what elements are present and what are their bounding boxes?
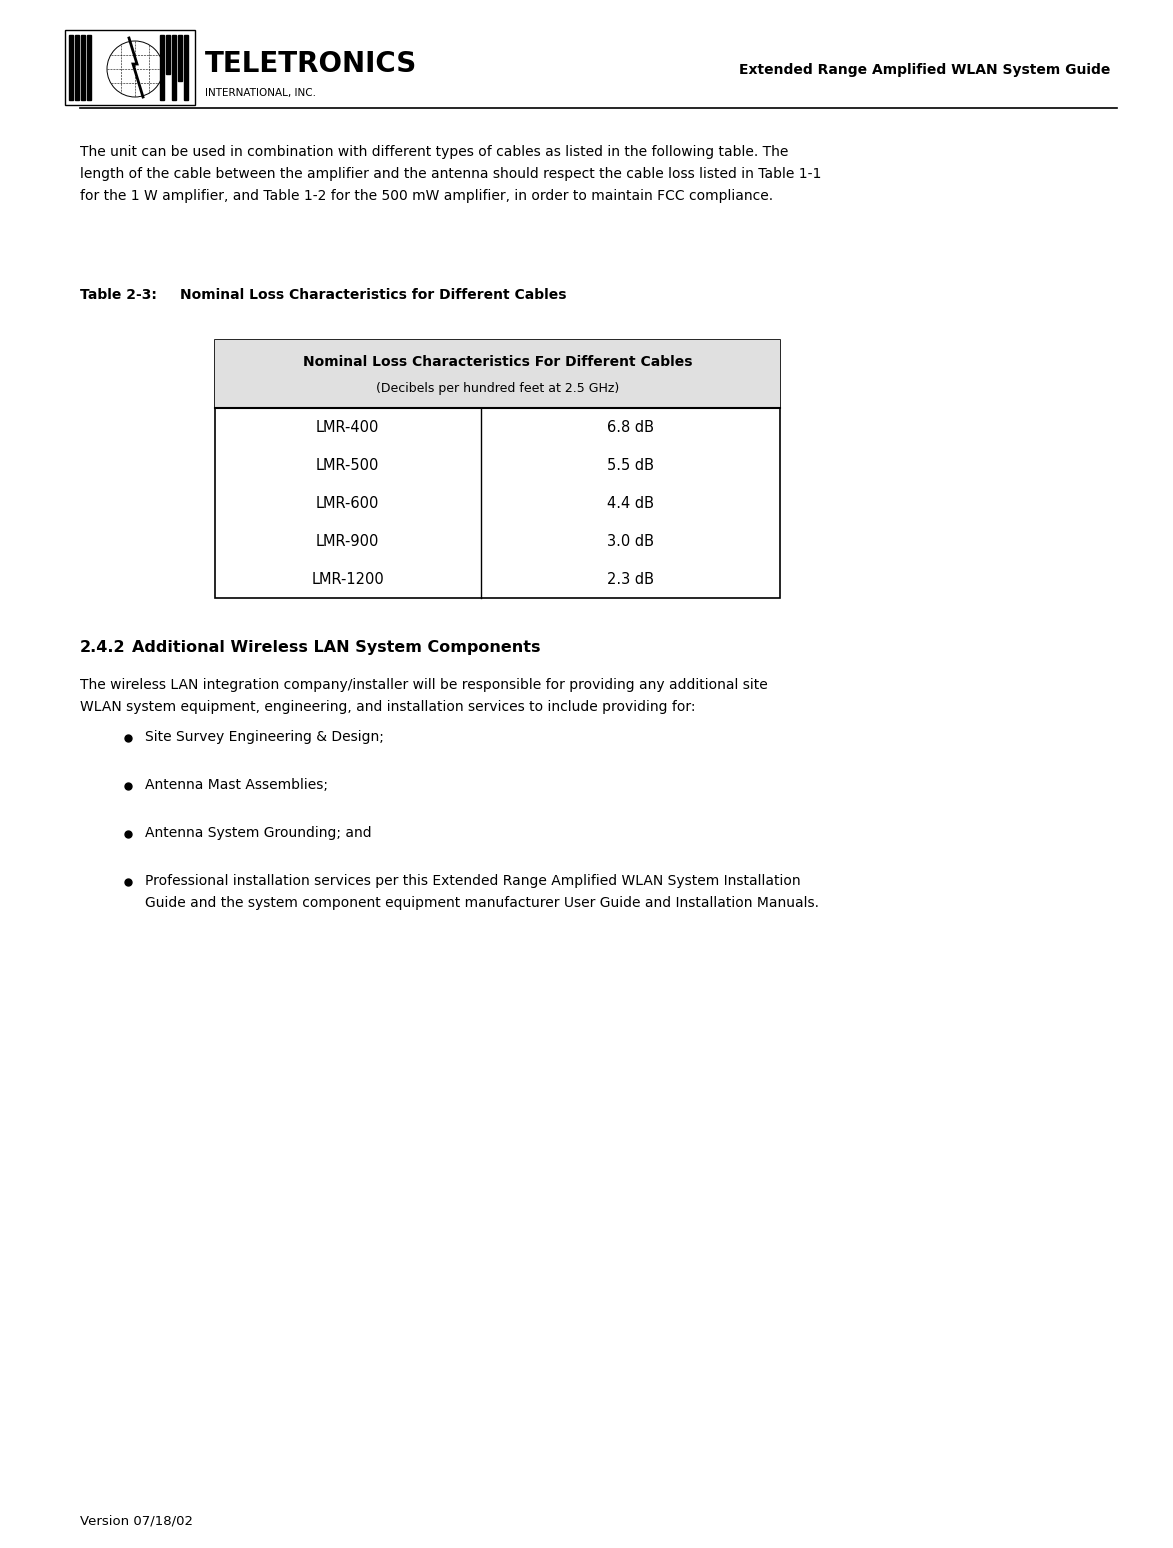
Text: 4.4 dB: 4.4 dB xyxy=(606,495,653,511)
Text: Nominal Loss Characteristics For Different Cables: Nominal Loss Characteristics For Differe… xyxy=(303,356,692,370)
Text: LMR-900: LMR-900 xyxy=(316,534,379,548)
Text: WLAN system equipment, engineering, and installation services to include providi: WLAN system equipment, engineering, and … xyxy=(80,700,696,714)
Text: Table 2-3:: Table 2-3: xyxy=(80,288,157,302)
Text: The wireless LAN integration company/installer will be responsible for providing: The wireless LAN integration company/ins… xyxy=(80,678,767,692)
Text: INTERNATIONAL, INC.: INTERNATIONAL, INC. xyxy=(205,88,316,98)
Bar xyxy=(215,341,780,409)
Bar xyxy=(69,36,73,101)
Text: 3.0 dB: 3.0 dB xyxy=(606,534,653,548)
Text: Additional Wireless LAN System Components: Additional Wireless LAN System Component… xyxy=(131,639,541,655)
Text: LMR-400: LMR-400 xyxy=(316,420,379,435)
Text: Antenna Mast Assemblies;: Antenna Mast Assemblies; xyxy=(145,779,328,793)
Text: Guide and the system component equipment manufacturer User Guide and Installatio: Guide and the system component equipment… xyxy=(145,896,819,910)
Text: (Decibels per hundred feet at 2.5 GHz): (Decibels per hundred feet at 2.5 GHz) xyxy=(375,382,619,395)
Text: Version 07/18/02: Version 07/18/02 xyxy=(80,1515,192,1528)
Bar xyxy=(81,36,84,101)
Text: LMR-600: LMR-600 xyxy=(316,495,379,511)
Text: TELETRONICS: TELETRONICS xyxy=(205,50,418,77)
Text: The unit can be used in combination with different types of cables as listed in : The unit can be used in combination with… xyxy=(80,146,788,159)
Text: Extended Range Amplified WLAN System Guide: Extended Range Amplified WLAN System Gui… xyxy=(739,63,1110,77)
Bar xyxy=(65,29,195,105)
Bar xyxy=(87,36,91,101)
Bar xyxy=(178,36,182,80)
Text: length of the cable between the amplifier and the antenna should respect the cab: length of the cable between the amplifie… xyxy=(80,167,821,181)
Text: Antenna System Grounding; and: Antenna System Grounding; and xyxy=(145,827,372,841)
Text: for the 1 W amplifier, and Table 1-2 for the 500 mW amplifier, in order to maint: for the 1 W amplifier, and Table 1-2 for… xyxy=(80,189,773,203)
Bar xyxy=(172,36,176,101)
Text: 5.5 dB: 5.5 dB xyxy=(606,458,653,472)
Text: 2.4.2: 2.4.2 xyxy=(80,639,126,655)
Bar xyxy=(75,36,79,101)
Bar xyxy=(160,36,164,101)
Bar xyxy=(215,341,780,598)
Text: Nominal Loss Characteristics for Different Cables: Nominal Loss Characteristics for Differe… xyxy=(179,288,567,302)
Text: Professional installation services per this Extended Range Amplified WLAN System: Professional installation services per t… xyxy=(145,875,801,889)
Text: 6.8 dB: 6.8 dB xyxy=(606,420,653,435)
Text: 2.3 dB: 2.3 dB xyxy=(606,571,653,587)
Text: Site Survey Engineering & Design;: Site Survey Engineering & Design; xyxy=(145,731,384,745)
Text: LMR-1200: LMR-1200 xyxy=(311,571,384,587)
Bar xyxy=(167,36,170,74)
Bar xyxy=(184,36,188,101)
Text: LMR-500: LMR-500 xyxy=(316,458,379,472)
